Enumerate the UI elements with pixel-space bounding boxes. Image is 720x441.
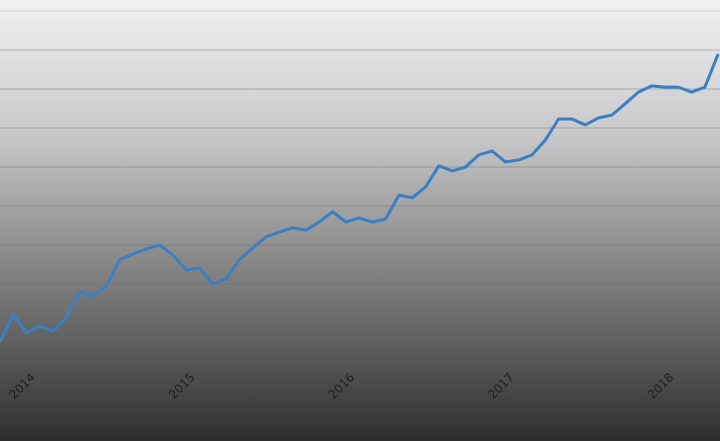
line-series	[0, 53, 720, 343]
